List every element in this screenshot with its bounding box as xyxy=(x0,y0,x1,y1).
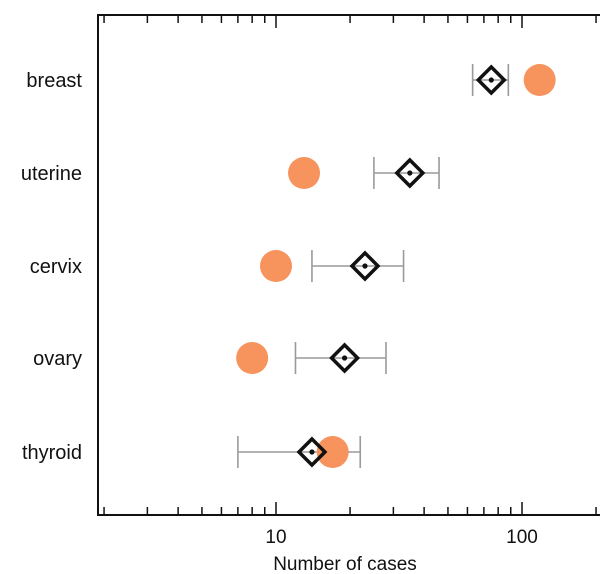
observed-point xyxy=(288,157,321,189)
category-label: uterine xyxy=(21,163,82,185)
category-label: ovary xyxy=(33,348,82,370)
observed-point xyxy=(236,342,269,374)
observed-markers xyxy=(236,64,556,468)
expected-point-center xyxy=(407,170,413,176)
expected-point xyxy=(329,342,361,374)
expected-point-center xyxy=(341,355,348,361)
expected-point-center xyxy=(309,449,315,455)
axis-ticks xyxy=(103,15,597,515)
expected-point-center xyxy=(488,77,494,83)
category-label: breast xyxy=(26,70,82,92)
expected-point xyxy=(394,157,426,189)
category-label: thyroid xyxy=(22,442,82,464)
expected-point xyxy=(349,250,381,282)
x-tick-label: 100 xyxy=(506,527,538,548)
category-label: cervix xyxy=(30,256,82,278)
category-labels: breast uterine cervix ovary thyroid xyxy=(21,70,83,464)
expected-markers xyxy=(296,64,507,468)
x-tick-label: 10 xyxy=(265,527,286,548)
expected-point xyxy=(475,64,507,96)
expected-point xyxy=(296,436,328,468)
observed-point xyxy=(316,436,349,468)
observed-point xyxy=(523,64,556,96)
observed-point xyxy=(260,250,292,282)
x-tick-labels: 10 100 xyxy=(265,527,537,548)
plot-frame xyxy=(97,14,600,516)
expected-point-center xyxy=(362,263,368,269)
x-axis-title: Number of cases xyxy=(273,554,417,574)
